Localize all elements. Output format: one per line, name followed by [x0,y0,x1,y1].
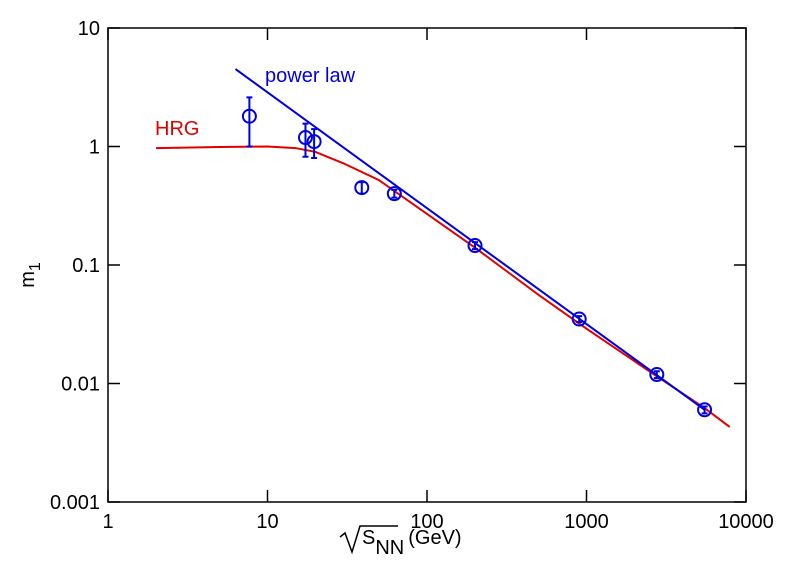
data-point [297,130,313,146]
error-bar [653,370,660,380]
x-tick-label: 10000 [718,511,774,533]
data-point [467,238,483,254]
data-point [354,180,370,196]
error-bar [701,405,708,415]
x-tick-label: 1000 [564,511,609,533]
data-point [649,367,665,383]
y-tick-label: 0.001 [50,492,100,514]
y-tick-label: 0.1 [72,255,100,277]
error-bar [391,188,398,199]
line [234,68,706,411]
error-bar [576,315,583,324]
x-tick-label: 10 [256,511,278,533]
sqrt-sign [339,525,398,555]
y-label-main: m [17,271,39,288]
error-bar [311,128,318,159]
data-point [241,108,257,124]
error-bar [358,181,365,195]
data-point [386,186,402,202]
x-tick-label: 1 [102,511,113,533]
line-label: HRG [155,118,199,140]
y-tick-label: 10 [78,18,100,40]
data-point [571,311,587,327]
error-bar [302,122,309,158]
error-bar [472,241,479,251]
x-label-unit: (GeV) [408,527,461,549]
y-tick-label: 1 [89,137,100,159]
line-label: power law [265,65,356,87]
data-point [697,402,713,418]
x-label-root: S [362,527,375,549]
line [155,145,731,428]
plot-frame [107,27,747,503]
y-tick-label: 0.01 [61,374,100,396]
x-tick-label: 100 [410,511,443,533]
y-axis-label: m1 [17,262,44,288]
y-label-sub: 1 [27,262,44,271]
x-label-sub: NN [375,537,404,559]
data-point [306,134,322,150]
x-axis-label: SNN (GeV) [362,527,462,559]
